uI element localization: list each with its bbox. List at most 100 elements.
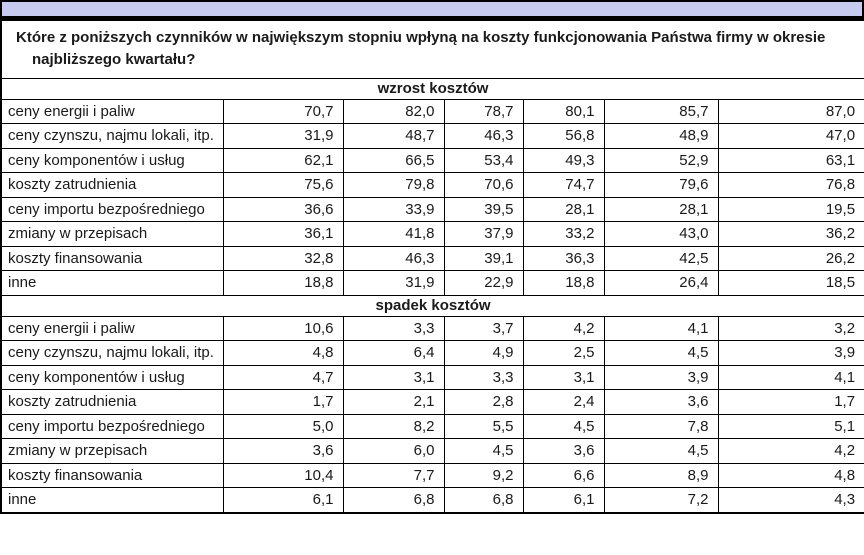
section-header-row: wzrost kosztów: [0, 77, 864, 100]
value-cell: 56,8: [522, 123, 605, 149]
value-cell: 18,8: [522, 270, 605, 296]
value-cell: 33,9: [342, 196, 445, 222]
value-cell: 6,4: [342, 340, 445, 366]
table-row: ceny komponentów i usług 4,7 3,1 3,3 3,1 3,9 4…: [0, 364, 864, 390]
value-cell: 4,3: [717, 487, 864, 513]
table-row: koszty zatrudnienia 1,7 2,1 2,8 2,4 3,6 1,7: [0, 389, 864, 415]
table-row: ceny importu bezpośredniego 5,0 8,2 5,5 4,5 7…: [0, 413, 864, 439]
row-label: koszty finansowania: [0, 245, 224, 271]
value-cell: 37,9: [443, 221, 524, 247]
value-cell: 4,9: [443, 340, 524, 366]
row-label: ceny importu bezpośredniego: [0, 196, 224, 222]
value-cell: 9,2: [443, 462, 524, 488]
value-cell: 39,1: [443, 245, 524, 271]
section-header-row: spadek kosztów: [0, 294, 864, 317]
value-cell: 80,1: [522, 98, 605, 124]
value-cell: 3,9: [603, 364, 719, 390]
value-cell: 41,8: [342, 221, 445, 247]
value-cell: 36,1: [222, 221, 344, 247]
value-cell: 31,9: [222, 123, 344, 149]
value-cell: 62,1: [222, 147, 344, 173]
value-cell: 26,4: [603, 270, 719, 296]
table-row: inne 18,8 31,9 22,9 18,8 26,4 18,5: [0, 270, 864, 296]
value-cell: 66,5: [342, 147, 445, 173]
row-label: koszty zatrudnienia: [0, 172, 224, 198]
value-cell: 2,8: [443, 389, 524, 415]
value-cell: 3,6: [603, 389, 719, 415]
value-cell: 6,1: [522, 487, 605, 513]
table-row: ceny komponentów i usług 62,1 66,5 53,4 49,3…: [0, 147, 864, 173]
value-cell: 4,8: [222, 340, 344, 366]
value-cell: 10,6: [222, 315, 344, 341]
row-label: koszty zatrudnienia: [0, 389, 224, 415]
value-cell: 76,8: [717, 172, 864, 198]
value-cell: 8,9: [603, 462, 719, 488]
value-cell: 32,8: [222, 245, 344, 271]
value-cell: 4,2: [717, 438, 864, 464]
value-cell: 7,2: [603, 487, 719, 513]
value-cell: 6,8: [443, 487, 524, 513]
value-cell: 10,4: [222, 462, 344, 488]
question-text: Które z poniższych czynników w największ…: [0, 19, 864, 79]
value-cell: 49,3: [522, 147, 605, 173]
row-label: ceny energii i paliw: [0, 98, 224, 124]
value-cell: 4,1: [717, 364, 864, 390]
value-cell: 36,6: [222, 196, 344, 222]
value-cell: 4,5: [603, 340, 719, 366]
table-row: koszty finansowania 10,4 7,7 9,2 6,6 8,9 4,8: [0, 462, 864, 488]
value-cell: 70,6: [443, 172, 524, 198]
value-cell: 3,3: [443, 364, 524, 390]
value-cell: 82,0: [342, 98, 445, 124]
value-cell: 1,7: [717, 389, 864, 415]
value-cell: 1,7: [222, 389, 344, 415]
value-cell: 4,1: [603, 315, 719, 341]
table-row: koszty zatrudnienia 75,6 79,8 70,6 74,7 79,6 7…: [0, 172, 864, 198]
value-cell: 28,1: [522, 196, 605, 222]
value-cell: 33,2: [522, 221, 605, 247]
value-cell: 3,7: [443, 315, 524, 341]
value-cell: 46,3: [443, 123, 524, 149]
section-header: wzrost kosztów: [0, 77, 864, 100]
value-cell: 87,0: [717, 98, 864, 124]
value-cell: 3,2: [717, 315, 864, 341]
table-row: inne 6,1 6,8 6,8 6,1 7,2 4,3: [0, 487, 864, 513]
value-cell: 48,9: [603, 123, 719, 149]
row-label: koszty finansowania: [0, 462, 224, 488]
value-cell: 6,8: [342, 487, 445, 513]
value-cell: 47,0: [717, 123, 864, 149]
value-cell: 4,8: [717, 462, 864, 488]
value-cell: 53,4: [443, 147, 524, 173]
row-label: zmiany w przepisach: [0, 221, 224, 247]
table-row: ceny czynszu, najmu lokali, itp. 31,9 48,7…: [0, 123, 864, 149]
value-cell: 52,9: [603, 147, 719, 173]
value-cell: 36,3: [522, 245, 605, 271]
section-header: spadek kosztów: [0, 294, 864, 317]
survey-results-table: Które z poniższych czynników w największ…: [0, 19, 864, 514]
value-cell: 39,5: [443, 196, 524, 222]
value-cell: 3,1: [342, 364, 445, 390]
value-cell: 28,1: [603, 196, 719, 222]
value-cell: 3,9: [717, 340, 864, 366]
value-cell: 31,9: [342, 270, 445, 296]
value-cell: 6,0: [342, 438, 445, 464]
value-cell: 46,3: [342, 245, 445, 271]
value-cell: 43,0: [603, 221, 719, 247]
value-cell: 4,5: [603, 438, 719, 464]
value-cell: 18,5: [717, 270, 864, 296]
table-row: zmiany w przepisach 3,6 6,0 4,5 3,6 4,5 4,2: [0, 438, 864, 464]
value-cell: 6,1: [222, 487, 344, 513]
value-cell: 18,8: [222, 270, 344, 296]
table-row: ceny importu bezpośredniego 36,6 33,9 39,5 2…: [0, 196, 864, 222]
value-cell: 78,7: [443, 98, 524, 124]
value-cell: 70,7: [222, 98, 344, 124]
value-cell: 36,2: [717, 221, 864, 247]
table-row: zmiany w przepisach 36,1 41,8 37,9 33,2 43,0 3…: [0, 221, 864, 247]
value-cell: 8,2: [342, 413, 445, 439]
table-row: koszty finansowania 32,8 46,3 39,1 36,3 42,5 2…: [0, 245, 864, 271]
value-cell: 75,6: [222, 172, 344, 198]
row-label: ceny komponentów i usług: [0, 147, 224, 173]
row-label: ceny importu bezpośredniego: [0, 413, 224, 439]
value-cell: 7,8: [603, 413, 719, 439]
value-cell: 2,1: [342, 389, 445, 415]
